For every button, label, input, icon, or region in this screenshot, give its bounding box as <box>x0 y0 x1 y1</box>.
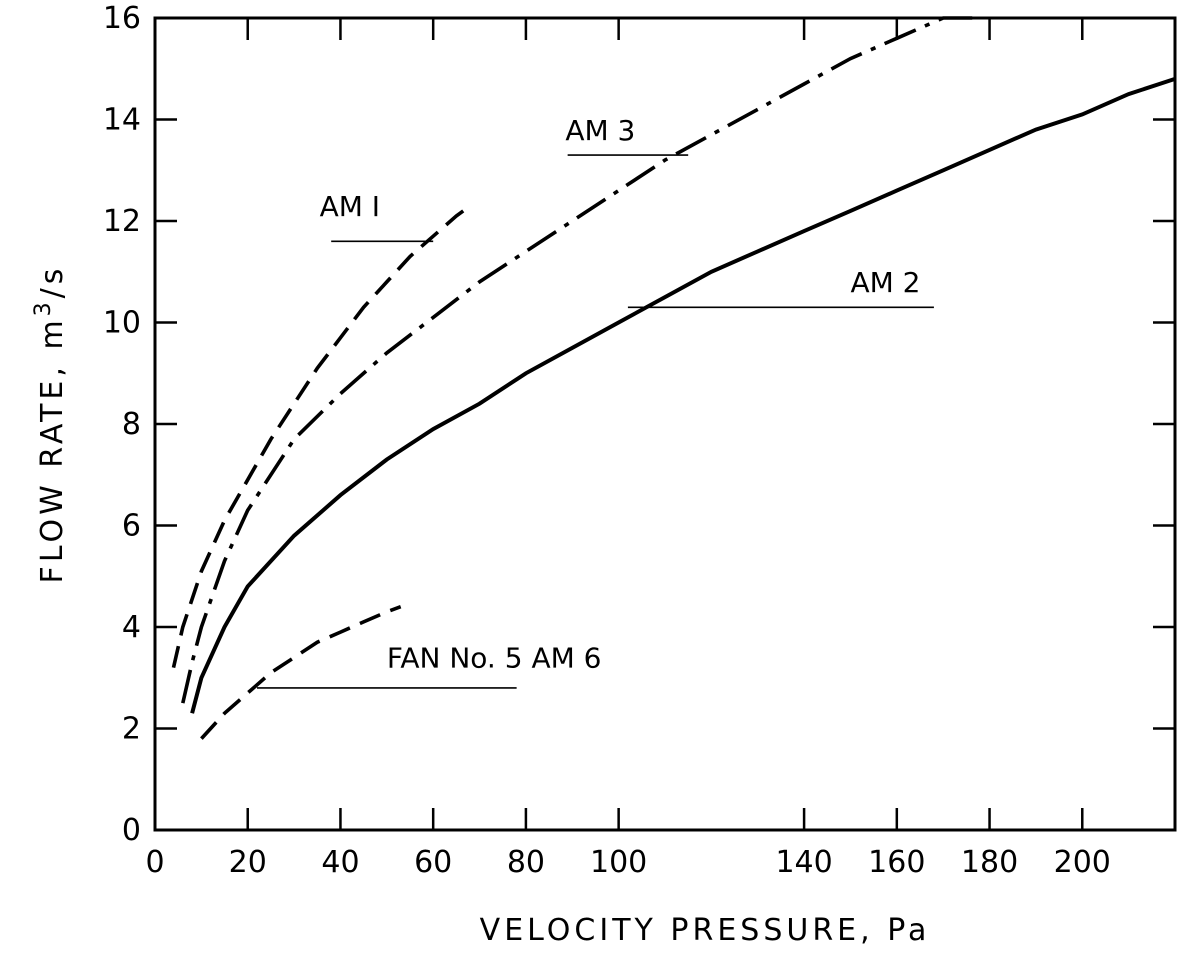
x-tick-label: 80 <box>507 845 545 880</box>
x-tick-label: 160 <box>868 845 925 880</box>
x-tick-label: 140 <box>775 845 832 880</box>
y-tick-label: 0 <box>122 813 141 848</box>
series-line-am-2 <box>190 76 1176 714</box>
x-axis-label: VELOCITY PRESSURE, Pa <box>480 913 931 948</box>
plot-frame <box>153 16 1177 832</box>
x-tick-label: 180 <box>961 845 1018 880</box>
annotation-layer: AM I AM 3 AM 2 FAN No. 5 AM 6 <box>257 114 934 689</box>
x-tick-label: 100 <box>590 845 647 880</box>
y-tick-label: 10 <box>103 306 141 341</box>
y-tick-label: 6 <box>122 509 141 544</box>
series-line-am-i <box>171 204 472 669</box>
x-tick-label: 60 <box>414 845 452 880</box>
tick-labels: 0 20 40 60 80 100 140 160 180 200 0 2 4 6 8 10 12 14 16 <box>103 1 1111 880</box>
y-tick-label: 14 <box>103 103 141 138</box>
y-tick-label: 4 <box>122 610 141 645</box>
series-label: AM 3 <box>565 114 635 147</box>
series-line-fan-no-5-am-6 <box>200 605 402 740</box>
series-layer <box>171 16 1176 740</box>
y-tick-label: 2 <box>122 712 141 747</box>
y-axis-label-main: FLOW RATE, m <box>35 316 70 583</box>
y-axis-label-unit: /s <box>35 265 70 299</box>
axis-ticks <box>153 16 1175 832</box>
series-line-am-3 <box>181 16 981 704</box>
y-axis-label: FLOW RATE, m3/s <box>31 265 70 584</box>
y-tick-label: 16 <box>103 1 141 36</box>
y-tick-label: 12 <box>103 204 141 239</box>
y-tick-label: 8 <box>122 407 141 442</box>
series-label: AM I <box>320 190 380 223</box>
y-axis-label-superscript: 3 <box>31 298 56 316</box>
x-tick-label: 40 <box>321 845 359 880</box>
x-tick-label: 20 <box>229 845 267 880</box>
x-tick-label: 0 <box>145 845 164 880</box>
series-label: FAN No. 5 AM 6 <box>387 642 602 675</box>
series-label: AM 2 <box>850 266 920 299</box>
x-tick-label: 200 <box>1054 845 1111 880</box>
